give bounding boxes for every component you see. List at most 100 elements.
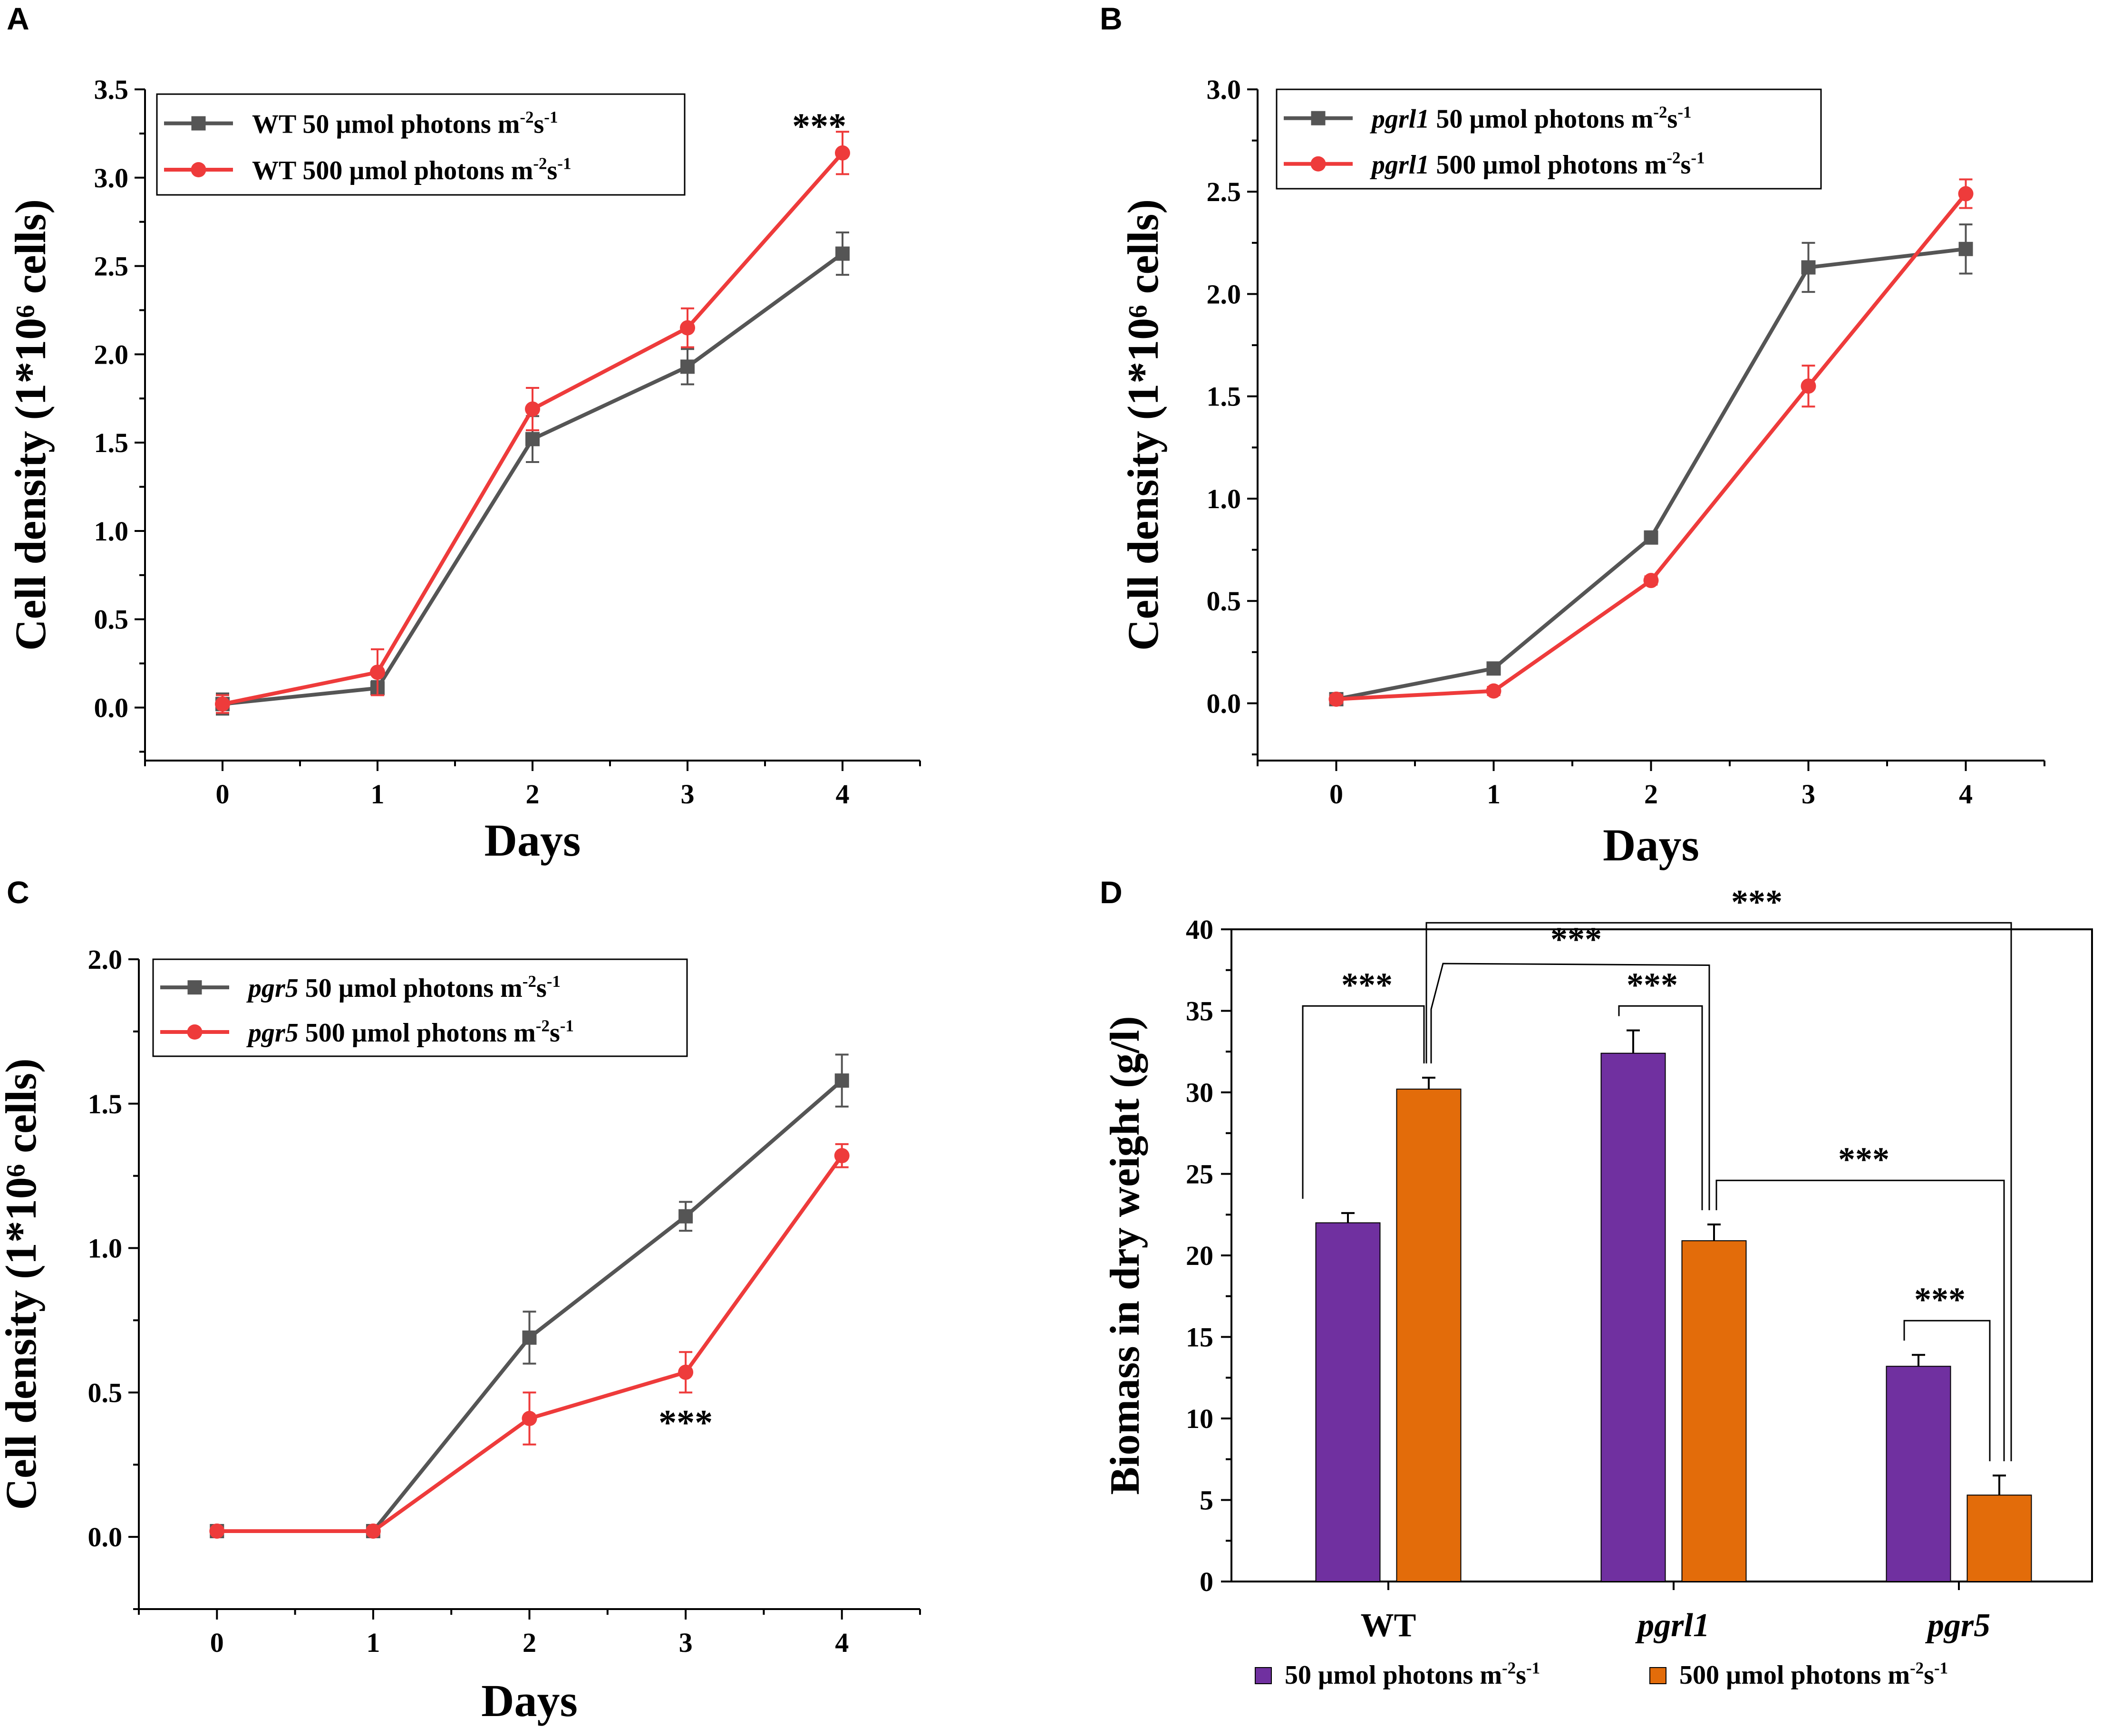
legend-text: s	[1516, 1660, 1526, 1690]
significance-label: ***	[659, 1403, 713, 1443]
y-tick-label: 0.5	[88, 1377, 123, 1408]
data-point	[1644, 530, 1658, 545]
legend-strain: WT	[252, 109, 302, 139]
panel-b: B 0.0 0.5 1.0 1.5 2.0 2.5 3.0 0 1 2 3 4 Days Cell dens…	[1100, 1, 2045, 870]
x-tick-label: 1	[1487, 779, 1501, 810]
y-tick-label: 30	[1186, 1077, 1213, 1108]
panel-label: C	[7, 875, 29, 910]
series-1	[1328, 178, 1974, 707]
significance-bracket	[1618, 1005, 1703, 1210]
legend-superscript: -2	[1666, 148, 1680, 167]
legend-text: 50 µmol photons m	[305, 974, 523, 1003]
legend-marker	[187, 980, 202, 995]
y-tick-label: 25	[1186, 1159, 1213, 1190]
legend-superscript: -1	[1691, 148, 1705, 167]
x-tick-label: 4	[835, 1627, 849, 1658]
data-point	[522, 1411, 537, 1427]
legend-text: 50 µmol photons m	[1285, 1660, 1502, 1690]
x-tick-label: 0	[216, 779, 230, 810]
y-tick-label: 15	[1186, 1322, 1213, 1353]
y-tick-label: 5	[1200, 1485, 1213, 1516]
legend-marker	[1310, 156, 1326, 172]
legend-strain: pgr5	[246, 974, 305, 1003]
data-point	[1801, 260, 1816, 275]
y-tick-label: 3.0	[1207, 74, 1241, 105]
legend-strain: pgrl1	[1370, 105, 1436, 134]
x-tick-label: pgr5	[1925, 1607, 1990, 1644]
x-tick-label: 0	[210, 1627, 224, 1658]
legend-label: pgr5 50 µmol photons m-2s-1	[246, 972, 561, 1003]
data-point	[522, 1330, 537, 1345]
bar	[1681, 1240, 1747, 1582]
legend-superscript: -2	[533, 154, 547, 173]
legend-text: s	[1667, 105, 1678, 134]
x-tick-label: 3	[679, 1627, 693, 1658]
x-tick-label: pgrl1	[1635, 1607, 1710, 1644]
legend-strain: pgr5	[246, 1018, 305, 1048]
legend-text: s	[1924, 1660, 1934, 1690]
data-point	[680, 359, 695, 374]
y-axis-label: Cell density (1*10⁶ cells)	[6, 199, 55, 651]
significance-bracket	[1302, 1005, 1425, 1199]
data-point	[1328, 691, 1344, 707]
significance-bracket	[1903, 1320, 1991, 1462]
legend-text: 500 µmol photons m	[1436, 150, 1666, 180]
panel-label: A	[7, 1, 29, 36]
data-point	[1801, 378, 1816, 394]
x-tick-label: 2	[526, 779, 540, 810]
legend-text: s	[547, 156, 558, 185]
legend-superscript: -2	[1910, 1659, 1924, 1678]
legend-marker	[191, 162, 206, 177]
bar	[1886, 1366, 1951, 1582]
legend-text: 500 µmol photons m	[305, 1018, 536, 1048]
legend-marker	[187, 1024, 203, 1040]
legend-label: 500 µmol photons m-2s-1	[1679, 1659, 1948, 1690]
significance-label: ***	[1914, 1281, 1966, 1319]
x-tick-label: 3	[1802, 779, 1815, 810]
data-point	[215, 696, 230, 712]
data-point	[680, 320, 695, 336]
x-tick-label: 4	[836, 779, 850, 810]
y-tick-label: 1.0	[1207, 483, 1241, 514]
legend-label: WT 500 µmol photons m-2s-1	[252, 154, 571, 185]
panel-d: D 0 5 10 15 20 25 30 35 40 WT pgrl1 pgr5 Biomass in d…	[1100, 875, 2093, 1690]
legend-superscript: -2	[536, 1017, 550, 1035]
legend-label: pgrl1 500 µmol photons m-2s-1	[1370, 148, 1705, 179]
y-tick-label: 1.5	[88, 1089, 123, 1119]
x-axis-label: Days	[484, 815, 581, 866]
legend-superscript: -1	[547, 972, 561, 991]
y-tick-label: 0.0	[88, 1522, 123, 1553]
y-tick-label: 2.0	[1207, 279, 1241, 309]
y-tick-label: 0	[1200, 1566, 1213, 1597]
legend-text: s	[550, 1018, 560, 1048]
data-point	[1958, 186, 1974, 202]
data-point	[834, 1073, 849, 1088]
legend-box	[1276, 88, 1822, 190]
series-line	[1336, 193, 1967, 701]
legend-swatch	[1255, 1667, 1272, 1684]
legend-superscript: -2	[523, 972, 536, 991]
significance-label: ***	[792, 106, 846, 146]
data-point	[209, 1523, 225, 1539]
legend-text: s	[534, 109, 544, 139]
y-tick-label: 2.0	[88, 944, 123, 975]
series-line	[1336, 247, 1966, 701]
y-tick-label: 2.0	[94, 339, 129, 370]
significance-bracket	[1715, 1179, 2005, 1462]
data-point	[365, 1523, 381, 1539]
y-tick-label: 20	[1186, 1240, 1213, 1271]
legend-superscript: -1	[1677, 103, 1691, 121]
data-point	[525, 401, 540, 417]
bar	[1396, 1089, 1462, 1582]
data-point	[525, 432, 540, 446]
legend-marker	[191, 116, 206, 131]
x-axis-label: Days	[481, 1675, 578, 1726]
significance-label: ***	[1550, 920, 1602, 958]
y-tick-label: 3.0	[94, 163, 129, 193]
series-line	[217, 1079, 843, 1533]
x-tick-label: 2	[523, 1627, 536, 1658]
legend-text: s	[536, 974, 547, 1003]
legend-text: 500 µmol photons m	[302, 156, 533, 185]
data-point	[835, 246, 850, 261]
